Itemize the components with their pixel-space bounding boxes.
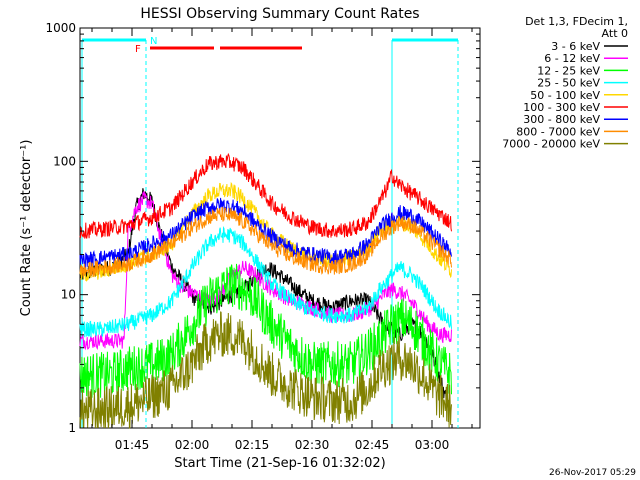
x-tick-label: 01:45 — [115, 438, 150, 452]
footer-timestamp: 26-Nov-2017 05:29 — [549, 468, 636, 478]
series-line — [79, 226, 452, 338]
y-axis: 1 10 100 1000 — [45, 21, 480, 435]
x-tick-label: 02:30 — [295, 438, 330, 452]
night-label: N — [150, 36, 157, 47]
series-line — [79, 181, 452, 282]
series-line — [79, 197, 452, 269]
legend-label: 800 - 7000 keV — [516, 125, 600, 138]
series-group — [79, 152, 452, 430]
chart-title: HESSI Observing Summary Count Rates — [140, 6, 419, 22]
x-tick-label: 02:45 — [355, 438, 390, 452]
legend-label: 50 - 100 keV — [530, 89, 600, 102]
x-tick-label: 02:15 — [235, 438, 270, 452]
legend-label: 3 - 6 keV — [551, 40, 600, 53]
series-line — [79, 191, 452, 351]
legend-label: 12 - 25 keV — [537, 64, 600, 77]
y-tick-label: 100 — [53, 154, 76, 168]
x-tick-label: 03:00 — [415, 438, 450, 452]
legend-label: 300 - 800 keV — [523, 113, 600, 126]
x-axis-label: Start Time (21-Sep-16 01:32:02) — [174, 456, 385, 471]
legend-label: 100 - 300 keV — [523, 101, 600, 114]
y-tick-label: 1000 — [45, 21, 76, 35]
legend-header-1: Det 1,3, FDecim 1, — [525, 15, 628, 28]
y-axis-label: Count Rate (s⁻¹ detector⁻¹) — [19, 140, 34, 317]
series-line — [79, 206, 452, 278]
y-tick-label: 1 — [68, 421, 76, 435]
legend-label: 6 - 12 keV — [544, 52, 600, 65]
legend-header-2: Att 0 — [602, 27, 628, 40]
series-line — [79, 263, 452, 398]
legend-label: 25 - 50 keV — [537, 77, 600, 90]
series-line — [79, 311, 452, 430]
series-line — [79, 152, 452, 239]
y-tick-label: 10 — [61, 288, 76, 302]
plot-frame — [79, 27, 481, 429]
observing-markers: N F — [81, 36, 459, 428]
flare-label: F — [135, 44, 141, 55]
x-tick-label: 02:00 — [175, 438, 210, 452]
legend-label: 7000 - 20000 keV — [502, 138, 600, 151]
x-axis: 01:45 02:00 02:15 02:30 02:45 03:00 — [91, 28, 473, 452]
